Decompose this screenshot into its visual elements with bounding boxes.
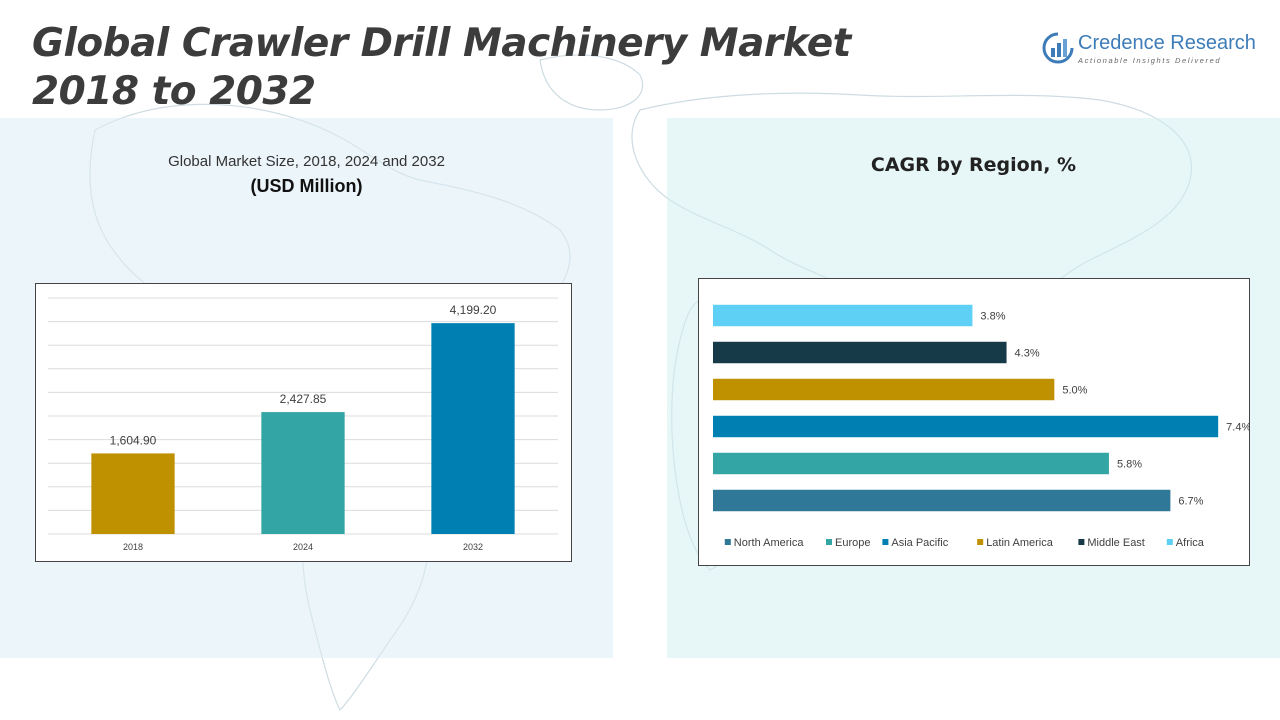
bar-value-label: 1,604.90 xyxy=(110,433,157,447)
legend-entry: Africa xyxy=(1176,537,1205,549)
legend-entry: Latin America xyxy=(986,537,1054,549)
legend-swatch xyxy=(882,539,889,545)
hbar-middle-east xyxy=(713,341,1007,364)
market-size-chart-svg: 1,604.90 2018 2,427.85 2024 4,199.20 2032 xyxy=(48,297,558,552)
legend-entry: Middle East xyxy=(1087,537,1144,549)
legend-entry: Asia Pacific xyxy=(891,537,948,549)
hbar-value-label: 7.4% xyxy=(1226,422,1249,434)
legend-entry: North America xyxy=(734,537,805,549)
legend-swatch xyxy=(724,539,731,545)
x-tick-label: 2032 xyxy=(463,542,483,552)
bar-value-label: 4,199.20 xyxy=(450,303,497,317)
page-title-line-1: Global Crawler Drill Machinery Market xyxy=(32,21,851,66)
market-size-unit: (USD Million) xyxy=(250,176,363,196)
hbar-value-label: 3.8% xyxy=(980,311,1005,323)
x-tick-label: 2024 xyxy=(293,542,313,552)
hbar-value-label: 5.0% xyxy=(1062,385,1087,397)
cagr-chart: 3.8% 4.3% 5.0% 7.4% 5.8% 6.7% North America Eur… xyxy=(698,278,1250,566)
x-tick-label: 2018 xyxy=(123,542,143,552)
legend-swatch xyxy=(977,539,984,545)
hbar-north-america xyxy=(713,489,1171,512)
bar-2024 xyxy=(261,412,345,534)
page-title-line-2: 2018 to 2032 xyxy=(32,69,316,114)
bar-2032 xyxy=(431,323,515,534)
logo-mark-icon xyxy=(1042,32,1074,64)
logo-name: Credence Research xyxy=(1078,32,1256,54)
legend-entry: Europe xyxy=(835,537,870,549)
legend-swatch xyxy=(1166,539,1173,545)
bar-value-label: 2,427.85 xyxy=(280,392,327,406)
credence-research-logo: Credence Research Actionable Insights De… xyxy=(1042,30,1262,70)
hbar-africa xyxy=(713,304,973,327)
market-size-chart: 1,604.90 2018 2,427.85 2024 4,199.20 2032 xyxy=(35,283,572,562)
bar-2018 xyxy=(91,453,175,534)
hbar-latin-america xyxy=(713,378,1055,401)
hbar-value-label: 6.7% xyxy=(1178,496,1203,508)
logo-tagline: Actionable Insights Delivered xyxy=(1078,56,1222,65)
hbar-asia-pacific xyxy=(713,415,1219,438)
legend-swatch xyxy=(826,539,832,545)
cagr-chart-svg: 3.8% 4.3% 5.0% 7.4% 5.8% 6.7% North America Eur… xyxy=(713,304,1249,549)
cagr-chart-title: CAGR by Region, % xyxy=(870,154,1077,176)
legend-swatch xyxy=(1078,539,1085,545)
market-size-subtitle: Global Market Size, 2018, 2024 and 2032 xyxy=(168,153,445,170)
hbar-europe xyxy=(713,452,1109,475)
hbar-value-label: 5.8% xyxy=(1117,459,1142,471)
hbar-value-label: 4.3% xyxy=(1015,348,1040,360)
page-title: Global Crawler Drill Machinery Market 20… xyxy=(32,20,851,116)
